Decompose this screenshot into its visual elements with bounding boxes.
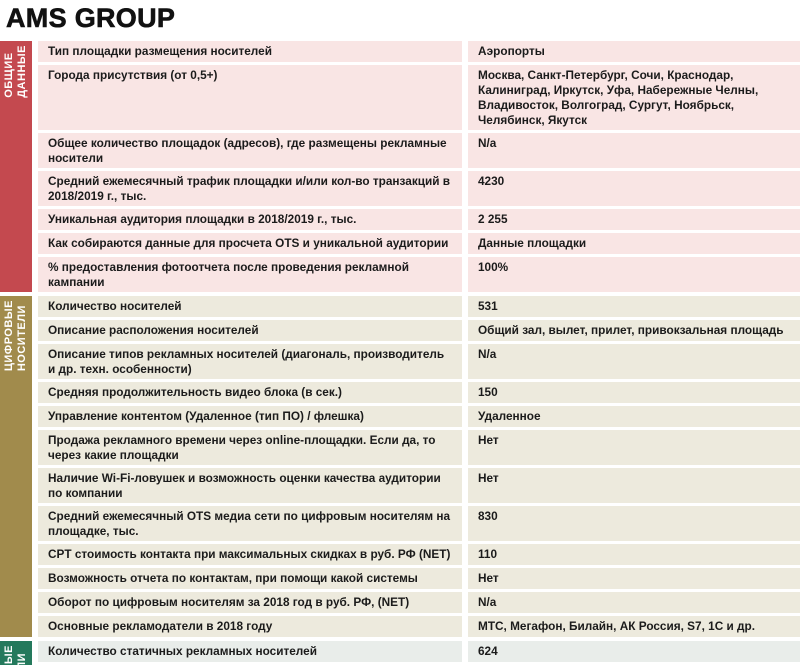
question-cell: Продажа рекламного времени через online-…	[38, 430, 462, 465]
section-rows-digital: Количество носителей 531 Описание располож…	[38, 296, 800, 637]
data-table: ОБЩИЕ ДАННЫЕ Тип площадки размещения носи…	[0, 41, 800, 665]
value-cell: N/a	[468, 592, 800, 613]
table-row: Управление контентом (Удаленное (тип ПО)…	[38, 406, 800, 427]
value-cell: 2 255	[468, 209, 800, 230]
value-cell: Общий зал, вылет, прилет, привокзальная …	[468, 320, 800, 341]
question-cell: Как собираются данные для просчета OTS и…	[38, 233, 462, 254]
value-cell: 830	[468, 506, 800, 541]
question-cell: Средний ежемесячный OTS медиа сети по ци…	[38, 506, 462, 541]
table-row: Описание расположения носителей Общий зал…	[38, 320, 800, 341]
table-row: Количество статичных рекламных носителей…	[38, 641, 800, 662]
table-row: % предоставления фотоотчета после провед…	[38, 257, 800, 292]
value-cell: 531	[468, 296, 800, 317]
table-row: Тип площадки размещения носителей Аэропор…	[38, 41, 800, 62]
value-cell: N/a	[468, 133, 800, 168]
question-cell: CPT стоимость контакта при максимальных …	[38, 544, 462, 565]
table-row: Продажа рекламного времени через online-…	[38, 430, 800, 465]
value-cell: Нет	[468, 430, 800, 465]
question-cell: Управление контентом (Удаленное (тип ПО)…	[38, 406, 462, 427]
table-row: Средний ежемесячный OTS медиа сети по ци…	[38, 506, 800, 541]
table-row: Общее количество площадок (адресов), где…	[38, 133, 800, 168]
section-rows-general: Тип площадки размещения носителей Аэропор…	[38, 41, 800, 292]
value-cell: N/a	[468, 344, 800, 379]
question-cell: Тип площадки размещения носителей	[38, 41, 462, 62]
section-static: СТАТИЧНЫЕ НОСИТЕЛИ Количество статичных р…	[0, 641, 800, 665]
section-label-static: СТАТИЧНЫЕ НОСИТЕЛИ	[3, 645, 29, 665]
table-row: Города присутствия (от 0,5+) Москва, Санк…	[38, 65, 800, 130]
question-cell: Количество статичных рекламных носителей	[38, 641, 462, 662]
question-cell: Описание расположения носителей	[38, 320, 462, 341]
table-row: Описание типов рекламных носителей (диаг…	[38, 344, 800, 379]
section-general: ОБЩИЕ ДАННЫЕ Тип площадки размещения носи…	[0, 41, 800, 292]
question-cell: Общее количество площадок (адресов), где…	[38, 133, 462, 168]
question-cell: Возможность отчета по контактам, при пом…	[38, 568, 462, 589]
table-row: Возможность отчета по контактам, при пом…	[38, 568, 800, 589]
value-cell: 110	[468, 544, 800, 565]
question-cell: Уникальная аудитория площадки в 2018/201…	[38, 209, 462, 230]
value-cell: 100%	[468, 257, 800, 292]
value-cell: Нет	[468, 468, 800, 503]
section-label-digital: ЦИФРОВЫЕ НОСИТЕЛИ	[3, 300, 28, 372]
question-cell: Количество носителей	[38, 296, 462, 317]
section-label-bar-static: СТАТИЧНЫЕ НОСИТЕЛИ	[0, 641, 32, 665]
value-cell: Нет	[468, 568, 800, 589]
table-row: Уникальная аудитория площадки в 2018/201…	[38, 209, 800, 230]
table-row: Оборот по цифровым носителям за 2018 год…	[38, 592, 800, 613]
question-cell: Наличие Wi-Fi-ловушек и возможность оцен…	[38, 468, 462, 503]
question-cell: Города присутствия (от 0,5+)	[38, 65, 462, 130]
question-cell: Оборот по цифровым носителям за 2018 год…	[38, 592, 462, 613]
table-row: Средний ежемесячный трафик площадки и/ил…	[38, 171, 800, 206]
section-label-general: ОБЩИЕ ДАННЫЕ	[3, 45, 28, 98]
page-title: AMS GROUP	[6, 3, 176, 34]
table-row: Количество носителей 531	[38, 296, 800, 317]
question-cell: Средний ежемесячный трафик площадки и/ил…	[38, 171, 462, 206]
section-label-bar-general: ОБЩИЕ ДАННЫЕ	[0, 41, 32, 292]
table-row: Основные рекламодатели в 2018 году МТС, М…	[38, 616, 800, 637]
question-cell: Средняя продолжительность видео блока (в…	[38, 382, 462, 403]
section-digital: ЦИФРОВЫЕ НОСИТЕЛИ Количество носителей 531…	[0, 296, 800, 637]
value-cell: Удаленное	[468, 406, 800, 427]
value-cell: МТС, Мегафон, Билайн, АК Россия, S7, 1С …	[468, 616, 800, 637]
section-rows-static: Количество статичных рекламных носителей…	[38, 641, 800, 665]
table-row: Средняя продолжительность видео блока (в…	[38, 382, 800, 403]
table-row: CPT стоимость контакта при максимальных …	[38, 544, 800, 565]
value-cell: Данные площадки	[468, 233, 800, 254]
value-cell: Аэропорты	[468, 41, 800, 62]
question-cell: Основные рекламодатели в 2018 году	[38, 616, 462, 637]
value-cell: 4230	[468, 171, 800, 206]
table-row: Как собираются данные для просчета OTS и…	[38, 233, 800, 254]
table-row: Наличие Wi-Fi-ловушек и возможность оцен…	[38, 468, 800, 503]
value-cell: 150	[468, 382, 800, 403]
value-cell: Москва, Санкт-Петербург, Сочи, Краснодар…	[468, 65, 800, 130]
section-label-bar-digital: ЦИФРОВЫЕ НОСИТЕЛИ	[0, 296, 32, 637]
question-cell: Описание типов рекламных носителей (диаг…	[38, 344, 462, 379]
value-cell: 624	[468, 641, 800, 662]
question-cell: % предоставления фотоотчета после провед…	[38, 257, 462, 292]
